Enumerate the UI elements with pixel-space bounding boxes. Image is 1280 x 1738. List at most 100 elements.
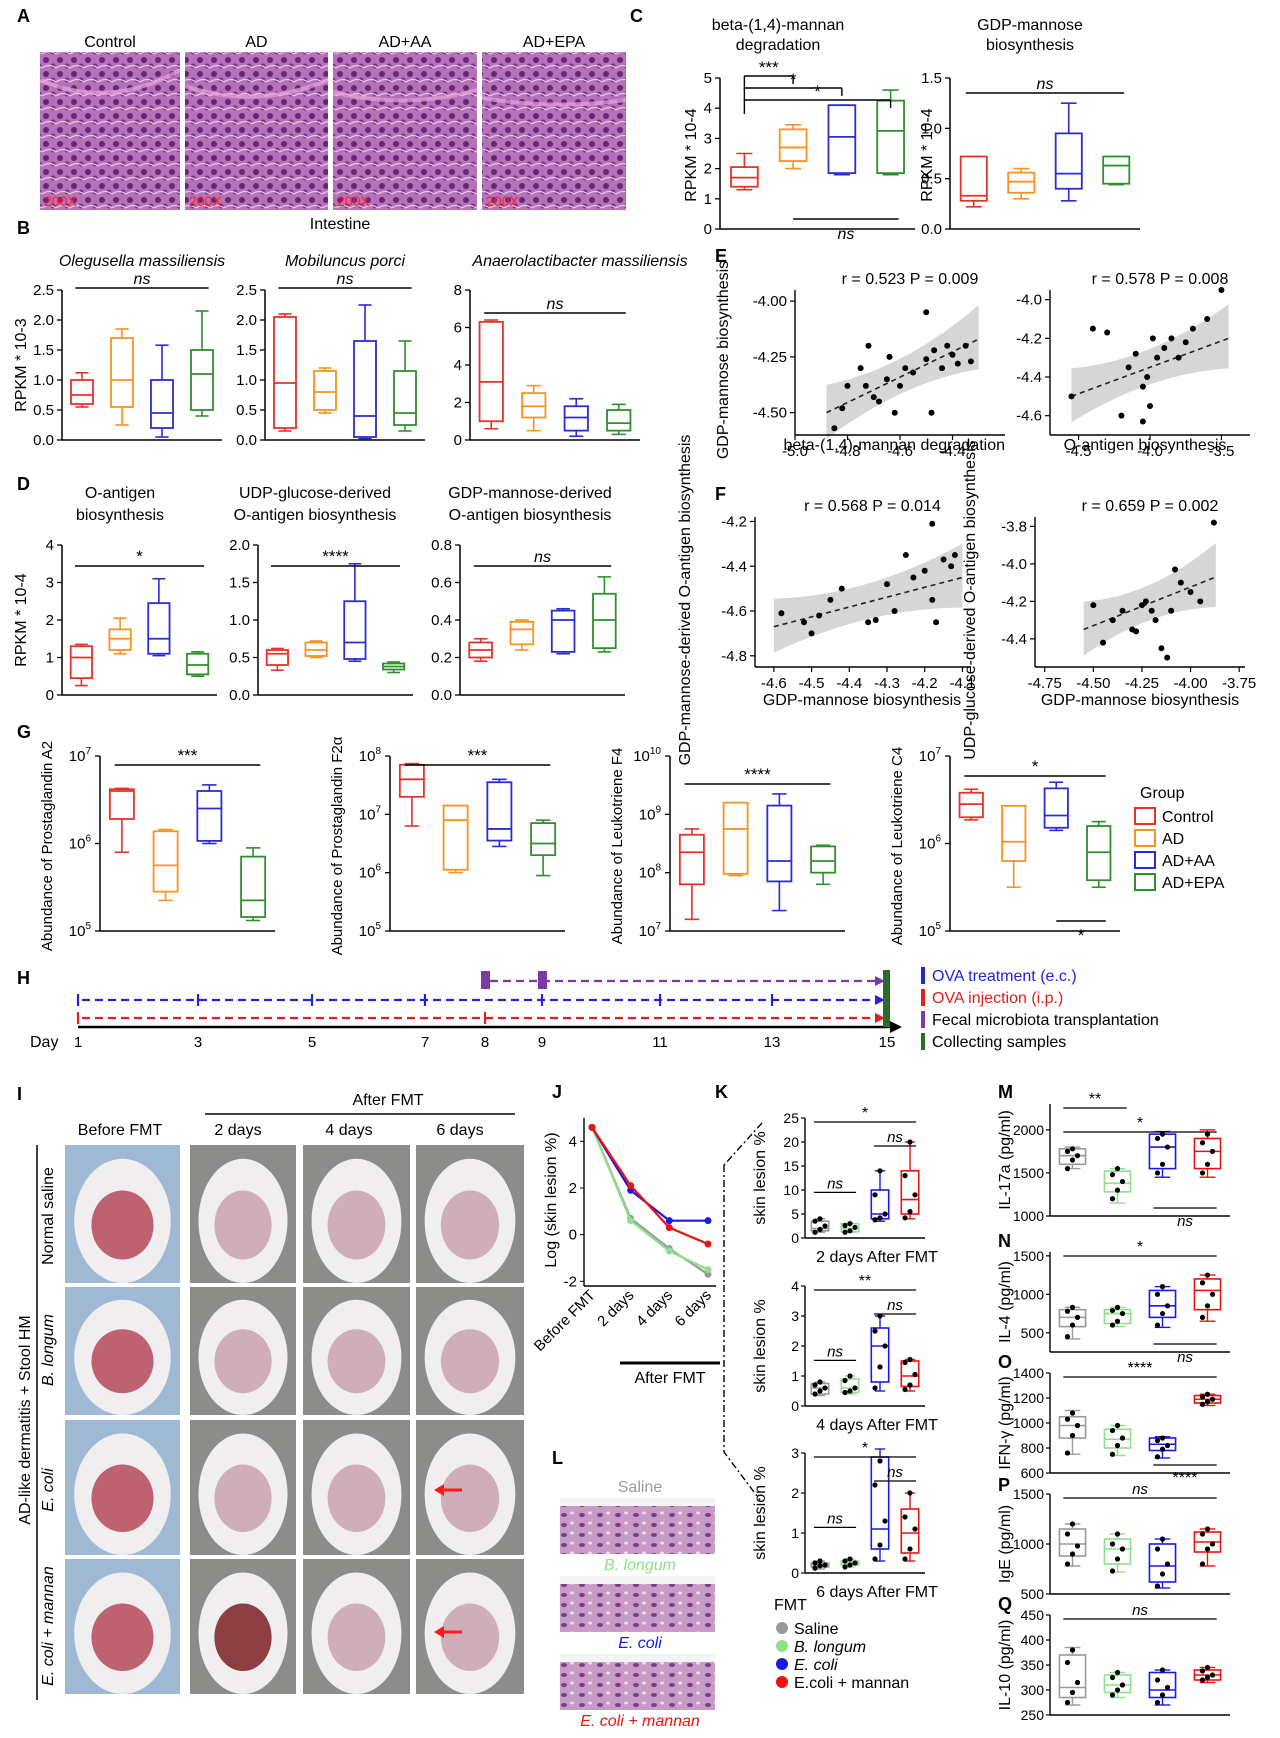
y-tick-label: 500	[1021, 1325, 1045, 1341]
data-point	[1064, 1334, 1071, 1340]
mouse-photo	[416, 1287, 524, 1415]
data-point	[1159, 1692, 1166, 1698]
y-tick-label: 1010	[633, 746, 661, 765]
data-point	[1119, 1310, 1126, 1317]
data-point	[1164, 1144, 1171, 1150]
ova-injection-arrow	[875, 1013, 885, 1023]
data-point	[870, 394, 877, 401]
data-point	[812, 1560, 818, 1566]
histology-label: B. longum	[604, 1557, 676, 1574]
chart-b3: 0 2 4 6 8 ns	[454, 282, 640, 449]
data-point	[1182, 339, 1189, 346]
y-tick-label: -4.50	[753, 405, 787, 422]
y-axis-label: IFN-γ (pg/ml)	[997, 1376, 1014, 1469]
tissue-label: AD+AA	[379, 34, 432, 51]
data-point	[1064, 1659, 1071, 1666]
timeline-arrow	[890, 1021, 902, 1033]
y-tick-label: 0	[569, 1227, 577, 1244]
y-tick-label: -2	[564, 1273, 577, 1290]
magnification-label: 200X	[189, 193, 222, 209]
y-tick-label: 107	[69, 746, 92, 765]
data-point	[1109, 1322, 1116, 1328]
fit-line	[826, 338, 980, 414]
panel-letter-m: M	[998, 1082, 1013, 1102]
y-tick-label: 109	[639, 804, 662, 823]
data-point	[1142, 598, 1149, 605]
box-aa	[563, 405, 589, 432]
data-point	[1154, 1546, 1161, 1552]
sig-label: *	[814, 82, 821, 101]
data-point	[847, 1228, 853, 1234]
data-point	[1187, 589, 1194, 595]
tick-base: 10	[359, 865, 376, 882]
mouse-photo	[416, 1145, 524, 1283]
y-tick-label: 105	[359, 921, 382, 940]
data-point	[816, 612, 823, 619]
data-point	[882, 1343, 888, 1349]
magnification-label: 200X	[486, 193, 519, 209]
sig-label: *	[862, 1105, 868, 1122]
tick-exp: 7	[935, 746, 941, 757]
y-tick-label: 6	[454, 320, 462, 337]
sig-label: ns	[827, 1510, 843, 1527]
sig-label: ns	[1132, 1481, 1148, 1498]
data-point	[1209, 1541, 1216, 1547]
y-tick-label: 1.5	[921, 70, 942, 87]
y-tick-label: 800	[1021, 1440, 1045, 1456]
y-tick-label: 105	[919, 921, 942, 940]
data-point	[1199, 1280, 1206, 1286]
data-point	[812, 1218, 818, 1224]
x-tick-label: -4.6	[761, 675, 787, 692]
box-control	[678, 833, 705, 886]
y-axis-label: IL-17a (pg/ml)	[997, 1110, 1014, 1210]
tick-exp: 8	[655, 863, 661, 874]
timeline-day-label: Day	[30, 1034, 58, 1051]
data-point	[1154, 1170, 1161, 1176]
data-point	[1159, 1131, 1166, 1137]
y-tick-label: 350	[1021, 1657, 1045, 1673]
chart-title: O-antigen biosynthesis	[234, 507, 397, 524]
legend-item: AD+EPA	[1162, 875, 1225, 892]
sig-label: *	[1137, 1239, 1143, 1256]
y-axis-label: RPKM * 10-3	[13, 318, 30, 411]
data-point	[1074, 1543, 1081, 1549]
data-point	[1090, 602, 1097, 609]
mouse-photo	[303, 1559, 410, 1694]
confidence-band	[826, 305, 979, 439]
data-point	[852, 1385, 858, 1391]
data-point	[912, 1526, 918, 1532]
data-point	[1154, 1291, 1161, 1297]
legend-dot-mannan	[776, 1676, 788, 1688]
data-point	[923, 356, 930, 363]
data-point	[1114, 1669, 1121, 1676]
data-point	[1064, 1561, 1071, 1567]
data-point	[839, 405, 846, 412]
box-aa	[1054, 132, 1083, 190]
data-point	[1159, 1571, 1166, 1577]
data-point	[877, 1215, 883, 1221]
chart-title: degradation	[736, 37, 821, 54]
tissue-fold	[481, 96, 627, 107]
data-point	[1119, 607, 1126, 614]
data-point	[1210, 519, 1217, 526]
data-point	[1064, 1416, 1071, 1422]
legend-item: AD+AA	[1162, 853, 1215, 870]
legend-item: Saline	[794, 1621, 839, 1638]
tick-exp: 9	[655, 804, 661, 815]
box-aa	[353, 340, 377, 438]
correlation-text: r = 0.568 P = 0.014	[804, 498, 941, 515]
data-point	[1125, 364, 1132, 371]
legend-item: Control	[1162, 809, 1214, 826]
skin-lesion	[214, 1329, 272, 1394]
y-tick-label: 0.0	[229, 687, 250, 704]
timeline-day: 11	[652, 1034, 668, 1051]
mouse-photo	[303, 1287, 410, 1415]
data-point	[931, 347, 938, 354]
data-point	[902, 1556, 908, 1562]
sig-label: *	[790, 70, 797, 89]
data-point	[1069, 1551, 1076, 1557]
confidence-band	[1071, 304, 1229, 423]
timeline-legend-item: OVA injection (i.p.)	[932, 990, 1063, 1007]
